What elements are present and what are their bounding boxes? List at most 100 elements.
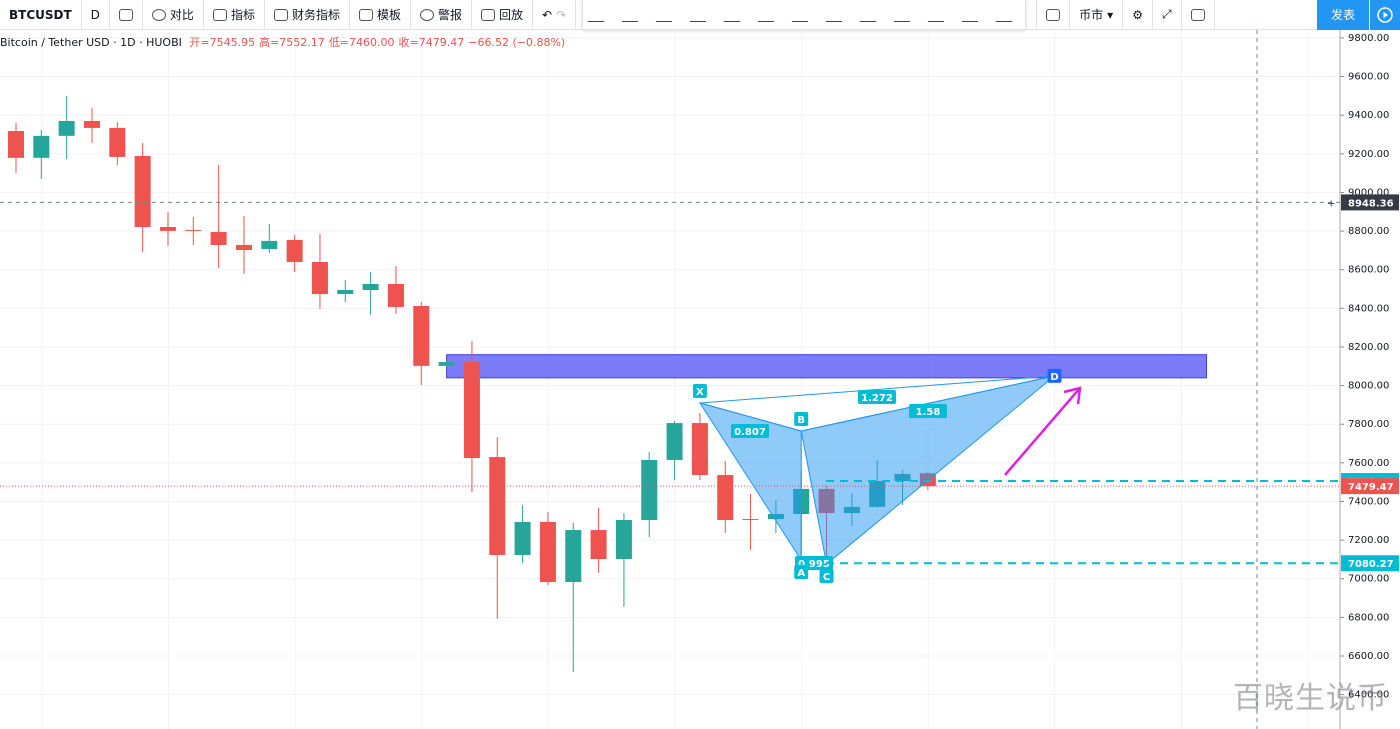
pattern-ratio: 1.272	[861, 393, 893, 404]
button-label: 财务指标	[291, 8, 340, 22]
candle-body	[615, 520, 632, 560]
button-label: 警报	[437, 8, 462, 22]
play-button[interactable]	[1369, 0, 1400, 30]
legend-close: 收=7479.47	[398, 36, 465, 49]
icon	[481, 8, 495, 21]
icon	[358, 8, 373, 21]
pattern-point-label: X	[696, 387, 704, 398]
tool[interactable]	[889, 0, 923, 29]
legend-high: 高=7552.17	[259, 36, 325, 49]
pattern-point-label: A	[797, 568, 805, 579]
pattern-ratio: 0.995	[798, 559, 830, 570]
pattern-ratio-bg	[909, 404, 947, 418]
pattern-ratio: 0.807	[734, 427, 766, 438]
y-tick-label: 9400.00	[1348, 110, 1389, 121]
pattern-point-label-bg	[692, 383, 707, 398]
button-label: 币市	[1079, 8, 1104, 22]
tool[interactable]	[685, 0, 719, 29]
legend-change: −66.52 (−0.88%)	[468, 36, 566, 49]
tool[interactable]	[821, 0, 855, 29]
y-tick-label: 9600.00	[1348, 72, 1389, 83]
last-price-label: 7479.47	[1348, 482, 1394, 493]
candle-body	[337, 289, 354, 295]
level-label-bg	[1341, 555, 1399, 572]
candle-body	[8, 131, 24, 158]
y-tick-label: 9000.00	[1348, 187, 1389, 198]
candle-body	[58, 120, 75, 136]
zone	[446, 354, 1208, 379]
candle-body	[235, 244, 252, 250]
candle-body	[666, 423, 683, 460]
candle-body	[286, 239, 303, 262]
button-label: 指标	[230, 8, 255, 22]
symbol[interactable]: BTCUSDT	[0, 0, 82, 30]
settings[interactable]: ⚙	[1123, 0, 1153, 30]
pattern-line	[699, 402, 802, 432]
tool[interactable]	[753, 0, 787, 29]
candle-body	[717, 475, 734, 521]
candle-body	[590, 530, 607, 560]
toolbar-button[interactable]: 警报	[411, 0, 472, 30]
crosshair-plus: +	[1327, 198, 1335, 209]
legend-exchange: HUOBI	[146, 36, 182, 49]
button-label: 回放	[499, 8, 524, 22]
legend-interval: 1D	[120, 36, 136, 49]
tool[interactable]	[855, 0, 889, 29]
candle-body	[565, 530, 582, 583]
toolbar: BTCUSDT D 对比 指标 财务指标 模板 警报 回放 ↶ ↷ 币市 ▾ ⚙…	[0, 0, 1400, 30]
tool[interactable]	[787, 0, 821, 29]
y-tick-label: 9200.00	[1348, 149, 1389, 160]
toolbar-button[interactable]: 模板	[350, 0, 411, 30]
market-button[interactable]: 币市 ▾	[1070, 0, 1124, 30]
tool[interactable]	[583, 0, 617, 29]
toolbar-button[interactable]: 回放	[472, 0, 534, 30]
snapshot[interactable]	[1182, 0, 1215, 30]
candle-body	[387, 283, 404, 307]
last-price-label-bg	[1341, 478, 1399, 495]
candle-body	[514, 521, 531, 555]
drawing-tools	[582, 0, 1027, 30]
icon	[273, 8, 288, 21]
y-tick-label: 6800.00	[1348, 612, 1389, 623]
candle-body	[691, 423, 708, 476]
chart-style[interactable]	[110, 0, 143, 30]
y-tick-label: 8400.00	[1348, 303, 1389, 314]
candle-body	[539, 521, 556, 583]
level-label: 7080.27	[1348, 559, 1394, 570]
tool[interactable]	[651, 0, 685, 29]
toolbar-button[interactable]: 财务指标	[265, 0, 350, 30]
watermark: 百晓生说币	[1233, 681, 1388, 716]
interval[interactable]: D	[82, 0, 110, 30]
tool[interactable]	[923, 0, 957, 29]
toolbar-button[interactable]: 对比	[143, 0, 204, 30]
candle-body	[742, 519, 759, 521]
tool[interactable]	[957, 0, 991, 29]
y-tick-label: 7200.00	[1348, 535, 1389, 546]
icon	[419, 8, 434, 21]
legend-open: 开=7545.95	[189, 36, 256, 49]
layout-button[interactable]	[1036, 0, 1071, 30]
pattern-ratio-bg	[858, 390, 896, 404]
publish-button[interactable]: 发表	[1316, 0, 1369, 30]
tool[interactable]	[617, 0, 651, 29]
undo-redo[interactable]: ↶ ↷	[533, 0, 577, 30]
fullscreen[interactable]: ⤢	[1153, 0, 1182, 30]
pattern-point-label-bg	[1047, 368, 1062, 383]
y-tick-label: 8000.00	[1348, 381, 1389, 392]
y-tick-label: 8600.00	[1348, 265, 1389, 276]
candle-body	[489, 457, 506, 555]
y-tick-label: 6600.00	[1348, 651, 1389, 662]
icon	[1190, 8, 1205, 21]
button-label: 对比	[169, 8, 194, 22]
pattern-point-label: D	[1050, 372, 1058, 383]
candle-body	[641, 459, 658, 521]
toolbar-button[interactable]: 指标	[204, 0, 265, 30]
tool[interactable]	[719, 0, 753, 29]
crosshair-label-bg	[1341, 194, 1399, 211]
chart: 6400.00 6600.00 6800.00 7000.00 7200.00 7400.…	[0, 30, 1399, 729]
pattern-line	[801, 375, 1055, 432]
y-tick-label: 7800.00	[1348, 419, 1389, 430]
legend-low: 低=7460.00	[328, 36, 395, 49]
tool[interactable]	[991, 0, 1025, 29]
candle-body	[109, 127, 126, 157]
